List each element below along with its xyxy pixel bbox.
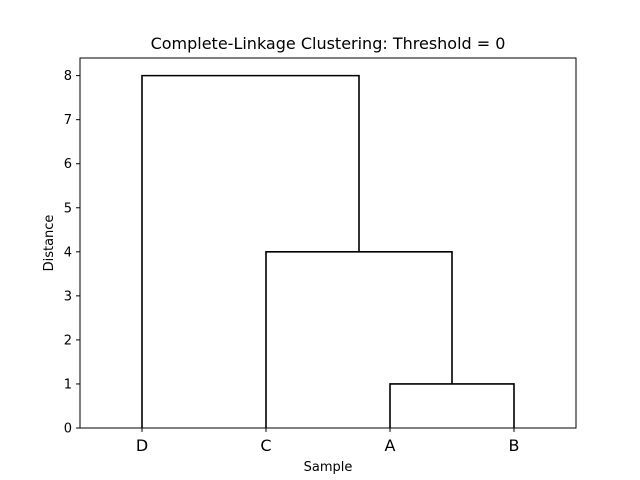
y-tick-label: 6 — [64, 157, 72, 172]
leaf-label-c: C — [260, 436, 271, 455]
y-tick-label: 3 — [64, 289, 72, 304]
leaf-label-d: D — [136, 436, 148, 455]
y-tick-label: 2 — [64, 333, 72, 348]
dendrogram-link-3 — [141, 74, 360, 428]
y-tick-label: 8 — [64, 69, 72, 84]
x-axis-label: Sample — [304, 460, 353, 475]
y-tick-label: 4 — [64, 245, 72, 260]
dendrogram-link-2 — [265, 251, 453, 428]
plot-area-frame — [79, 57, 577, 429]
dendrogram-link-1 — [389, 383, 515, 428]
chart-title: Complete-Linkage Clustering: Threshold =… — [151, 34, 506, 53]
y-tick-label: 7 — [64, 113, 72, 128]
leaf-label-b: B — [509, 436, 520, 455]
leaf-label-a: A — [385, 436, 396, 455]
y-tick-label: 0 — [64, 422, 72, 437]
y-tick-label: 5 — [64, 201, 72, 216]
y-axis-label: Distance — [42, 215, 57, 272]
dendrogram-links — [141, 74, 515, 428]
y-tick-label: 1 — [64, 377, 72, 392]
y-axis: 0 1 2 3 4 5 6 7 8 — [64, 69, 80, 437]
